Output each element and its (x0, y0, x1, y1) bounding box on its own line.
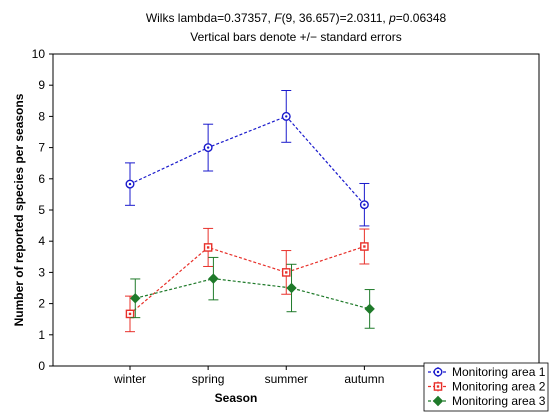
legend-marker (433, 367, 443, 377)
data-point-dot (363, 245, 366, 248)
y-tick-label: 9 (38, 78, 45, 92)
legend-label: Monitoring area 2 (452, 380, 546, 394)
x-tick-label: summer (265, 372, 308, 386)
legend-marker (433, 382, 443, 391)
series-1 (125, 90, 370, 227)
data-point-dot (128, 312, 132, 316)
series-2 (125, 227, 370, 333)
data-point-dot (206, 246, 210, 249)
y-tick-label: 6 (38, 172, 45, 186)
data-point-dot (206, 146, 210, 149)
x-tick-label: spring (192, 372, 225, 386)
data-point (360, 242, 369, 251)
legend-item: Monitoring area 3 (428, 394, 546, 408)
data-point (359, 200, 369, 210)
legend-marker-dot (436, 370, 440, 374)
x-axis: winter spring summer autumn (113, 366, 384, 386)
y-tick-label: 10 (32, 47, 46, 61)
legend-marker (432, 395, 444, 407)
data-point (208, 273, 219, 284)
legend-item: Monitoring area 2 (428, 380, 546, 394)
y-tick-label: 2 (38, 297, 45, 311)
legend-label: Monitoring area 1 (452, 365, 546, 379)
x-tick-label: autumn (344, 372, 384, 386)
y-tick-label: 8 (38, 109, 45, 123)
data-point-dot (285, 271, 288, 274)
data-point (281, 111, 291, 121)
plot-frame (52, 53, 540, 367)
data-point-dot (285, 115, 288, 118)
y-tick-label: 5 (38, 203, 45, 217)
y-tick-label: 1 (38, 328, 45, 342)
data-point (281, 268, 291, 277)
data-point (364, 303, 375, 315)
data-point (286, 282, 297, 294)
data-point (203, 143, 213, 153)
series-line (129, 115, 365, 206)
legend-marker-dot (436, 385, 440, 388)
series-layer (125, 90, 375, 333)
legend-item: Monitoring area 1 (428, 365, 546, 379)
data-point (125, 309, 135, 319)
data-point (125, 179, 135, 189)
series-line (129, 245, 365, 315)
y-tick-label: 0 (38, 359, 45, 373)
data-point (203, 243, 213, 252)
legend-label: Monitoring area 3 (452, 394, 546, 408)
data-point-dot (363, 203, 366, 206)
chart-subtitle: Vertical bars denote +/− standard errors (190, 30, 401, 44)
x-axis-label: Season (215, 391, 258, 405)
x-tick-label: winter (113, 372, 146, 386)
y-tick-label: 4 (38, 234, 45, 248)
series-line (135, 278, 370, 310)
y-tick-label: 3 (38, 265, 45, 279)
series-3 (130, 256, 375, 329)
data-point-dot (128, 182, 132, 186)
y-axis-label: Number of reported species per seasons (12, 93, 26, 326)
chart-title: Wilks lambda=0.37357, F(9, 36.657)=2.031… (146, 11, 447, 25)
y-tick-label: 7 (38, 141, 45, 155)
y-axis: 0 1 2 3 4 5 6 7 8 9 10 (32, 47, 53, 373)
data-point (130, 293, 141, 304)
